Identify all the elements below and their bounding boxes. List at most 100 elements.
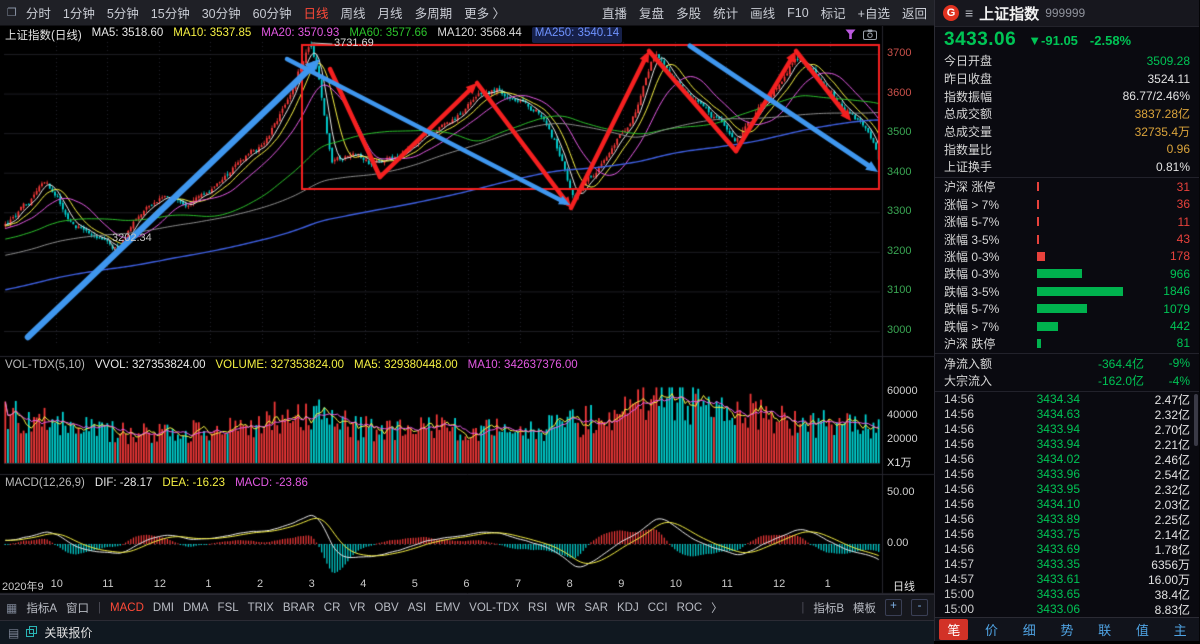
toolbar-period-15分钟[interactable]: 15分钟 [151, 3, 190, 22]
toolbar-action-复盘[interactable]: 复盘 [639, 3, 664, 22]
scrollbar-thumb[interactable] [1194, 394, 1198, 446]
tick-time: 15:00 [944, 602, 988, 616]
indicator-more-arrow[interactable]: 〉 [711, 600, 723, 616]
tick-time: 14:56 [944, 497, 988, 511]
screenshot-icon[interactable] [863, 29, 877, 43]
toolbar-period-30分钟[interactable]: 30分钟 [202, 3, 241, 22]
toolbar-period-60分钟[interactable]: 60分钟 [253, 3, 292, 22]
window-icon[interactable]: ❐ [7, 6, 17, 19]
indicator-tab-BRAR[interactable]: BRAR [283, 602, 315, 614]
breadth-value: 1079 [1146, 302, 1190, 316]
toolbar-period-月线[interactable]: 月线 [378, 3, 403, 22]
indicator-tab-模板[interactable]: 模板 [853, 600, 876, 616]
indicator-tab-VOL-TDX[interactable]: VOL-TDX [469, 602, 519, 614]
indicator-tab-OBV[interactable]: OBV [374, 602, 398, 614]
indicator-tab-ASI[interactable]: ASI [408, 602, 427, 614]
zoom-in-button[interactable]: + [885, 599, 902, 616]
indicator-tab-DMI[interactable]: DMI [153, 602, 174, 614]
volume-label: VOLUME: 327353824.00 [216, 359, 345, 371]
toolbar-action-返回[interactable]: 返回 [902, 3, 927, 22]
indicator-group-指标A[interactable]: 指标A [26, 600, 57, 616]
indicator-tab-CR[interactable]: CR [324, 602, 341, 614]
breadth-label: 沪深 跌停 [944, 335, 1032, 352]
quote-tab-值[interactable]: 值 [1128, 619, 1157, 640]
breadth-label: 跌幅 5-7% [944, 300, 1032, 317]
menu-icon[interactable]: ≡ [965, 5, 973, 21]
indicator-tab-EMV[interactable]: EMV [435, 602, 460, 614]
toolbar-period-多周期[interactable]: 多周期 [415, 3, 453, 22]
macd-label: DEA: -16.23 [162, 477, 225, 489]
breadth-value: 11 [1146, 215, 1190, 229]
toolbar-action-画线[interactable]: 画线 [750, 3, 775, 22]
linked-quote-icon[interactable] [26, 626, 37, 640]
linked-quote-label[interactable]: 关联报价 [44, 624, 92, 641]
tick-time: 14:56 [944, 422, 988, 436]
indicator-tab-DMA[interactable]: DMA [183, 602, 209, 614]
breadth-bar [1037, 217, 1141, 226]
indicator-tab-MACD[interactable]: MACD [110, 602, 144, 614]
toolbar-period-分时[interactable]: 分时 [26, 3, 51, 22]
period-tabs: 分时 1分钟 5分钟 15分钟 30分钟 60分钟日线周线月线多周期更多 〉 [26, 3, 505, 22]
flow-percent: -9% [1144, 356, 1190, 370]
app-logo[interactable]: G [943, 5, 959, 21]
info-label: 昨日收盘 [944, 70, 992, 87]
indicator-tab-SAR[interactable]: SAR [584, 602, 608, 614]
indicator-tab-TRIX[interactable]: TRIX [248, 602, 274, 614]
toolbar-period-1分钟[interactable]: 1分钟 [63, 3, 95, 22]
indicator-tab-WR[interactable]: WR [556, 602, 575, 614]
quote-tab-价[interactable]: 价 [977, 619, 1006, 640]
quote-tab-细[interactable]: 细 [1015, 619, 1044, 640]
toolbar-period-更多 〉[interactable]: 更多 〉 [464, 3, 505, 22]
quote-tab-势[interactable]: 势 [1052, 619, 1081, 640]
panel-grid-icon[interactable]: ▦ [6, 601, 17, 615]
quote-tab-主[interactable]: 主 [1166, 619, 1195, 640]
indicator-tab-RSI[interactable]: RSI [528, 602, 547, 614]
toolbar-action-统计[interactable]: 统计 [713, 3, 738, 22]
tick-price: 3433.06 [988, 602, 1080, 616]
indicator-tab-ROC[interactable]: ROC [677, 602, 703, 614]
toolbar-action-直播[interactable]: 直播 [602, 3, 627, 22]
indicator-tab-指标B[interactable]: 指标B [813, 600, 844, 616]
candlestick-chart-canvas[interactable] [0, 26, 935, 594]
toolbar-action-F10[interactable]: F10 [787, 6, 809, 20]
indicator-tab-FSL[interactable]: FSL [218, 602, 239, 614]
toolbar-action-标记[interactable]: 标记 [821, 3, 846, 22]
zoom-out-button[interactable]: - [911, 599, 928, 616]
breadth-value: 1846 [1146, 284, 1190, 298]
drawing-tool-icon[interactable] [845, 29, 856, 43]
indicator-group-窗口[interactable]: 窗口 [66, 600, 89, 616]
indicator-tab-CCI[interactable]: CCI [648, 602, 668, 614]
indicator-tab-KDJ[interactable]: KDJ [617, 602, 639, 614]
quote-tab-笔[interactable]: 笔 [939, 619, 968, 640]
toolbar-action-+自选[interactable]: +自选 [858, 3, 890, 22]
divider: | [98, 602, 101, 614]
toolbar-period-5分钟[interactable]: 5分钟 [107, 3, 139, 22]
quote-tab-联[interactable]: 联 [1090, 619, 1119, 640]
toolbar-period-日线[interactable]: 日线 [304, 3, 329, 22]
layout-grid-icon[interactable]: ▤ [8, 626, 19, 640]
toolbar-period-周线[interactable]: 周线 [341, 3, 366, 22]
indicator-tab-VR[interactable]: VR [349, 602, 365, 614]
toolbar-action-多股[interactable]: 多股 [676, 3, 701, 22]
breadth-label: 沪深 涨停 [944, 178, 1032, 195]
period-toolbar: ❐ 分时 1分钟 5分钟 15分钟 30分钟 60分钟日线周线月线多周期更多 〉 直播复盘… [0, 0, 934, 26]
